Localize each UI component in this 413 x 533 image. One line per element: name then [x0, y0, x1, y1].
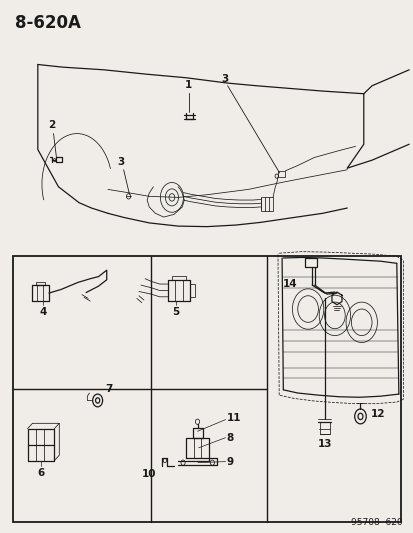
Bar — [13, 256, 400, 522]
Text: 2: 2 — [48, 120, 55, 131]
Text: 14: 14 — [282, 279, 297, 288]
Text: 1: 1 — [184, 80, 192, 90]
Text: 10: 10 — [142, 469, 156, 479]
Bar — [304, 258, 316, 266]
Bar — [190, 284, 195, 297]
Text: 3: 3 — [221, 74, 228, 84]
Text: 95708  620: 95708 620 — [351, 518, 402, 527]
Bar — [277, 171, 285, 177]
Text: 11: 11 — [226, 413, 241, 423]
Bar — [260, 197, 272, 211]
Text: 9: 9 — [226, 457, 233, 466]
Text: 8-620A: 8-620A — [15, 14, 81, 32]
Text: 12: 12 — [370, 409, 385, 419]
Text: 4: 4 — [39, 308, 47, 318]
Text: 5: 5 — [172, 308, 179, 318]
Text: 8: 8 — [226, 433, 233, 443]
Text: 7: 7 — [105, 384, 112, 394]
Text: 3: 3 — [117, 157, 124, 166]
Text: 13: 13 — [317, 439, 331, 449]
Text: 6: 6 — [38, 468, 45, 478]
